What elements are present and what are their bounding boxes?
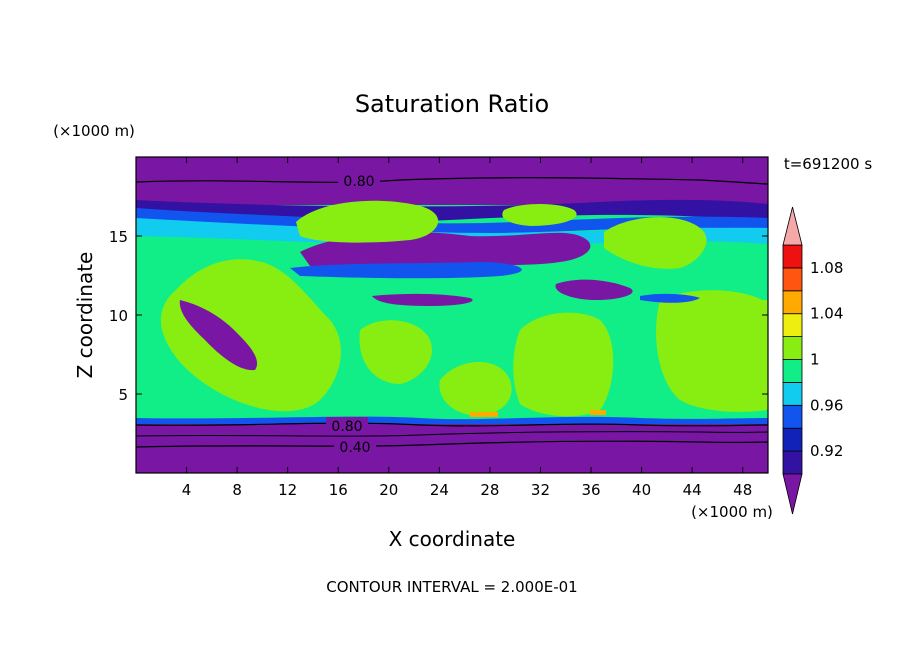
orange-speck-2 [590,410,606,415]
x-tick-label: 28 [480,481,499,499]
lime-region-left [160,259,341,412]
x-tick-label: 16 [329,481,348,499]
x-tick-label: 36 [581,481,600,499]
y-unit-label: (×1000 m) [53,122,135,140]
upper-blue-streak [290,262,522,279]
top-transition-band [136,199,768,222]
bottom-blue-edge [136,416,768,424]
chart-title: Saturation Ratio [355,90,549,118]
lime-region-lower-mid [439,362,512,416]
y-tick-label: 5 [118,386,128,404]
colorbar-box [782,244,803,269]
x-tick-label: 40 [632,481,651,499]
orange-speck-1 [470,412,498,417]
colorbar-box [782,359,803,383]
colorbar-box [782,336,803,360]
x-tick-label: 20 [379,481,398,499]
colorbar-box [782,381,803,406]
time-label: t=691200 s [784,155,872,173]
colorbar-box [782,290,803,315]
y-axis: 5 10 15 [109,228,768,404]
bottom-dry-band [136,422,768,473]
contour-line-080-bottom [135,422,769,427]
x-tick-label: 8 [232,481,242,499]
contour-field: 0.80 0.80 0.40 [135,157,769,473]
colorbar-box [782,313,803,338]
x-axis-title: X coordinate [389,527,516,551]
contour-line-040 [135,440,769,448]
colorbar-tick-label: 0.96 [810,396,843,414]
lime-region-center [513,312,614,417]
contour-label-top: 0.80 [343,174,374,190]
colorbar-high-triangle [782,206,803,246]
colorbar-box [782,267,803,292]
x-tick-label: 12 [278,481,297,499]
lime-region-far-right [656,290,768,412]
colorbar: 0.92 0.96 1 1.04 1.08 [782,206,843,515]
contour-line-mid [135,431,769,437]
contour-line-080-top [135,177,769,185]
colorbar-tick-label: 1.08 [810,259,843,277]
x-tick-label: 4 [182,481,192,499]
lime-region-mid [359,320,432,384]
colorbar-tick-label: 1.04 [810,305,843,323]
lime-region-top-mid [502,204,577,226]
contour-label-bottom: 0.40 [339,440,370,456]
x-axis: 4 8 12 16 20 24 28 32 36 40 44 48 [182,157,752,499]
x-unit-label: (×1000 m) [691,503,773,521]
blue-patch-right [640,293,700,303]
colorbar-box [782,404,803,429]
x-tick-label: 48 [733,481,752,499]
colorbar-box [782,427,803,452]
y-tick-label: 15 [109,228,128,246]
y-tick-label: 10 [109,307,128,325]
dry-patch-left [179,300,258,371]
contour-interval-note: CONTOUR INTERVAL = 2.000E-01 [326,578,577,596]
colorbar-tick-label: 0.92 [810,442,843,460]
colorbar-tick-label: 1 [810,351,820,369]
contour-label-mid: 0.80 [331,419,362,435]
lime-region-top-left [296,200,439,243]
dry-patch-right [555,279,633,300]
x-tick-label: 44 [683,481,702,499]
x-tick-label: 32 [531,481,550,499]
colorbar-low-triangle [782,473,803,515]
dry-patch-center [372,293,473,306]
colorbar-box [782,450,803,475]
y-axis-title: Z coordinate [73,252,97,379]
lime-region-right [604,217,707,269]
x-tick-label: 24 [430,481,449,499]
